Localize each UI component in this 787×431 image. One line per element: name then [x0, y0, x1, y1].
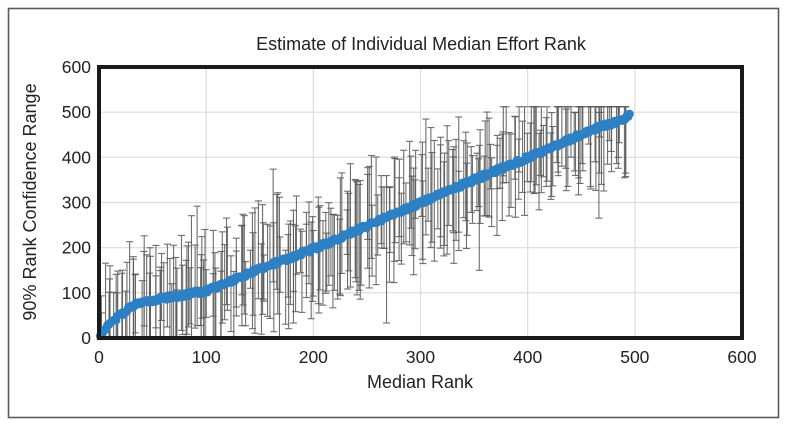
error-bar — [356, 180, 364, 300]
error-bar — [309, 229, 317, 297]
y-tick-label: 600 — [62, 57, 91, 77]
error-bar — [223, 226, 231, 311]
error-bar — [440, 161, 448, 257]
error-bar — [270, 222, 278, 333]
error-bar — [322, 211, 330, 294]
error-bar — [391, 157, 399, 244]
error-bar — [455, 116, 463, 233]
error-bar — [177, 234, 185, 331]
y-axis-label: 90% Rank Confidence Range — [20, 83, 40, 320]
error-bar — [353, 181, 361, 296]
error-bar — [266, 225, 274, 320]
error-bar — [463, 142, 471, 236]
error-bar — [548, 112, 556, 197]
error-bar — [408, 175, 416, 257]
error-bar — [427, 127, 435, 249]
x-tick-label: 600 — [727, 347, 756, 367]
error-bar — [191, 244, 199, 329]
median-rank-series — [95, 109, 634, 341]
error-bar — [315, 206, 323, 314]
error-bar — [289, 209, 297, 324]
error-bar — [462, 131, 470, 222]
chart-title: Estimate of Individual Median Effort Ran… — [256, 34, 587, 54]
y-tick-label: 300 — [62, 193, 91, 213]
error-bar — [475, 144, 483, 271]
x-tick-label: 500 — [620, 347, 649, 367]
y-tick-label: 200 — [62, 238, 91, 258]
error-bar — [368, 204, 376, 277]
error-bar — [364, 167, 372, 269]
error-bar — [218, 231, 226, 324]
x-tick-label: 400 — [513, 347, 542, 367]
x-tick-label: 0 — [94, 347, 104, 367]
error-bar — [400, 149, 408, 245]
x-tick-label: 100 — [192, 347, 221, 367]
error-bar — [307, 221, 315, 320]
y-tick-label: 0 — [81, 328, 91, 348]
error-bar — [367, 154, 375, 259]
error-bar — [468, 154, 476, 224]
x-axis-label: Median Rank — [367, 372, 474, 392]
error-bar — [259, 222, 267, 300]
error-bar — [274, 192, 282, 315]
x-tick-labels: 0 100 200 300 400 500 600 — [94, 347, 757, 367]
error-bar — [185, 241, 193, 328]
y-tick-label: 500 — [62, 102, 91, 122]
y-tick-labels: 0 100 200 300 400 500 600 — [62, 57, 91, 348]
error-bar — [445, 140, 453, 226]
error-bar — [223, 217, 231, 306]
error-bar — [422, 118, 430, 236]
error-bar — [486, 143, 494, 190]
error-bar — [437, 136, 445, 238]
y-tick-label: 400 — [62, 147, 91, 167]
data-point — [625, 109, 634, 119]
error-bar — [419, 180, 427, 265]
x-tick-label: 300 — [406, 347, 435, 367]
plot-frame — [97, 65, 744, 340]
error-bar — [383, 175, 391, 324]
error-bar — [338, 172, 346, 275]
error-bar — [355, 183, 363, 291]
error-bar — [498, 133, 506, 222]
y-tick-label: 100 — [62, 283, 91, 303]
x-tick-label: 200 — [299, 347, 328, 367]
error-bar — [572, 112, 580, 176]
error-bar — [346, 163, 354, 288]
error-bar — [240, 215, 248, 315]
error-bar — [483, 111, 491, 217]
error-bar — [292, 225, 300, 313]
error-bar — [567, 106, 575, 158]
error-bar — [298, 230, 306, 313]
error-bar — [505, 132, 513, 217]
